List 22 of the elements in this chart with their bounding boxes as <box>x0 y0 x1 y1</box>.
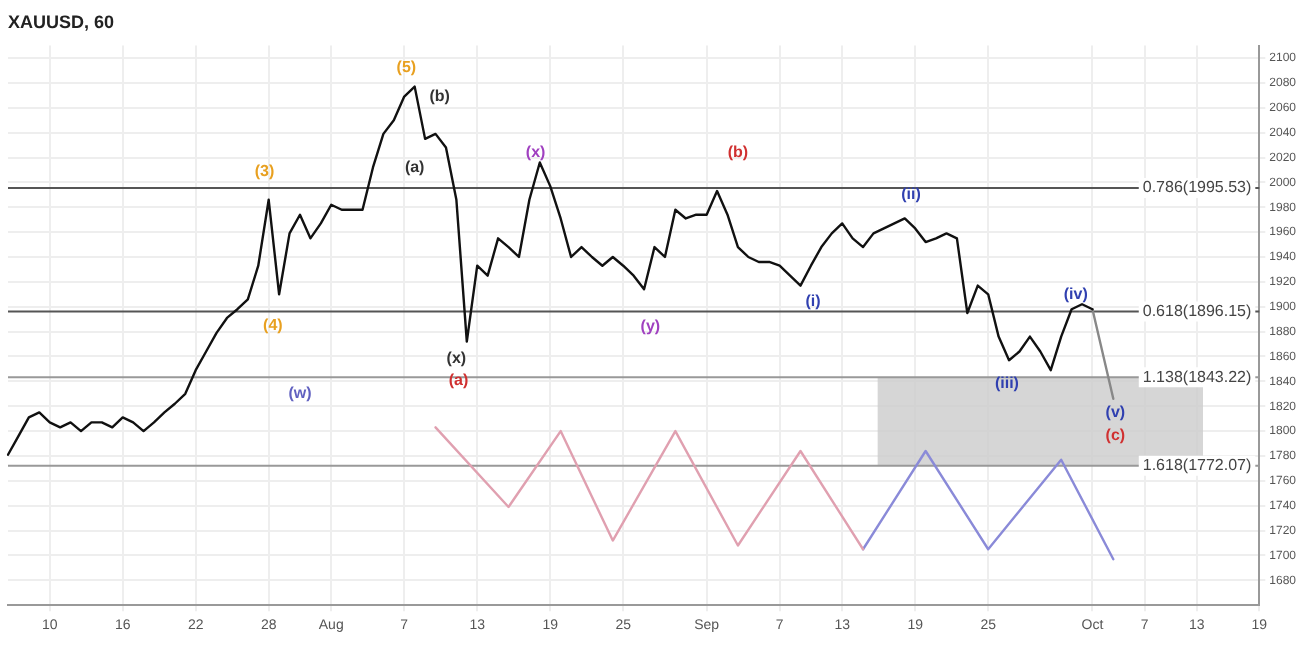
ref-line-label: 1.138(1843.22) <box>1142 367 1252 386</box>
annotation: (x) <box>446 349 467 368</box>
annotation: (v) <box>1105 402 1126 421</box>
annotation: (a) <box>404 157 426 176</box>
ref-line-label: 0.618(1896.15) <box>1142 301 1252 320</box>
annotation: (x) <box>525 142 547 161</box>
annotation: (ii) <box>901 185 922 204</box>
annotation: (b) <box>727 142 749 161</box>
annotation: (i) <box>805 292 822 311</box>
chart-title: XAUUSD, 60 <box>8 11 115 32</box>
ref-line-label: 1.618(1772.07) <box>1142 456 1252 475</box>
annotation: (b) <box>429 86 451 105</box>
annotation: (iii) <box>994 374 1020 393</box>
annotation: (4) <box>263 315 284 334</box>
annotation: (5) <box>396 58 417 77</box>
annotation: (a) <box>448 370 469 389</box>
annotation: (c) <box>1105 426 1126 445</box>
annotation: (3) <box>254 161 275 180</box>
annotation: (y) <box>640 317 661 336</box>
annotation: (iv) <box>1063 284 1089 303</box>
ref-line-label: 0.786(1995.53) <box>1142 178 1252 197</box>
annotation: (w) <box>288 384 313 403</box>
